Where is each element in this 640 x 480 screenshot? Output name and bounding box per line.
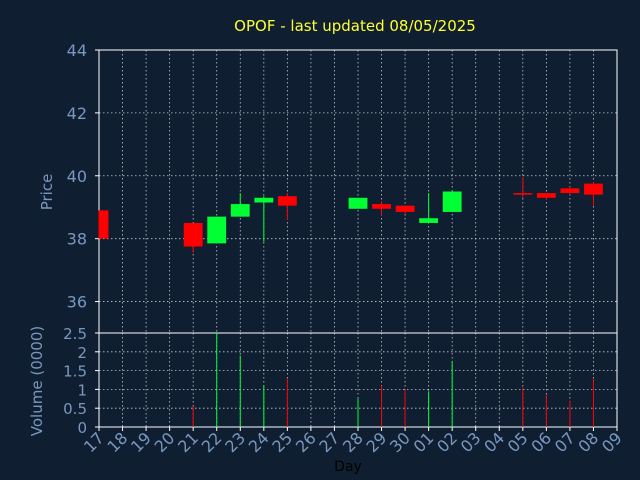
volume-tick-label: 1.5 — [63, 363, 87, 381]
candle-body — [277, 196, 297, 206]
candle — [348, 197, 368, 209]
price-tick-label: 40 — [67, 167, 87, 186]
candle-body — [183, 222, 203, 247]
x-axis-ticks: 1718192021222324252627282930010203040506… — [80, 427, 626, 456]
candle-body — [419, 218, 439, 223]
volume-tick-label: 0.5 — [63, 400, 87, 418]
candles — [98, 177, 603, 253]
x-tick-label: 09 — [598, 428, 626, 456]
candle-body — [372, 204, 391, 209]
candle — [560, 186, 580, 195]
x-axis-title: Day — [334, 459, 362, 475]
volume-tick-label: 0 — [77, 419, 87, 437]
candle-body — [254, 197, 274, 203]
candle-body — [513, 193, 533, 195]
volume-axis-title: Volume (0000) — [28, 326, 46, 436]
candle — [277, 193, 297, 220]
volume-bars — [192, 333, 594, 427]
volume-tick-label: 2 — [77, 344, 87, 362]
candle-body — [207, 216, 227, 244]
candle-body — [536, 193, 556, 198]
candle-body — [230, 204, 250, 217]
candle-body — [560, 188, 580, 194]
candle — [419, 193, 439, 223]
candle — [513, 177, 533, 198]
price-tick-label: 36 — [67, 293, 87, 312]
price-tick-label: 42 — [67, 104, 87, 123]
candle-body — [99, 210, 109, 239]
candle — [207, 216, 227, 244]
candle — [372, 200, 391, 216]
chart-title: OPOF - last updated 08/05/2025 — [234, 17, 476, 35]
candle — [395, 205, 415, 214]
candle-body — [395, 205, 415, 212]
price-axis-ticks: 36 38 40 42 44 — [67, 41, 99, 312]
candle — [183, 222, 203, 253]
price-tick-label: 38 — [67, 230, 87, 249]
price-axis-title: Price — [38, 174, 56, 211]
candle — [254, 196, 274, 242]
candle — [230, 193, 250, 217]
volume-tick-label: 2.5 — [63, 325, 87, 343]
candle-body — [584, 183, 603, 195]
candle-body — [442, 191, 462, 212]
price-gridlines — [99, 50, 617, 333]
volume-tick-label: 1 — [77, 381, 87, 399]
candle — [584, 182, 603, 206]
candle — [98, 210, 109, 239]
candle — [536, 193, 556, 200]
price-tick-label: 44 — [67, 41, 87, 60]
candle-body — [348, 197, 368, 209]
candle — [442, 191, 462, 212]
volume-axis-ticks: 00.511.522.5 — [63, 325, 99, 437]
